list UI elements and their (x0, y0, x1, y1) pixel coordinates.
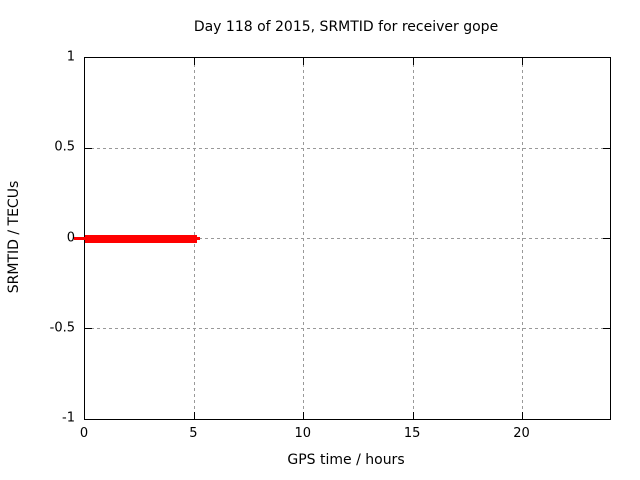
x-tick-label-10: 10 (294, 426, 312, 441)
tick-y-right-0 (603, 238, 610, 239)
plot-area (74, 57, 611, 420)
chart-title: Day 118 of 2015, SRMTID for receiver gop… (193, 19, 499, 35)
y-tick-label-1: 1 (66, 49, 75, 65)
tick-x-top-20 (522, 58, 523, 65)
tick-x-bottom-5 (193, 412, 195, 419)
tick-x-bottom-20 (522, 412, 523, 419)
x-axis-label: GPS time / hours (287, 452, 405, 468)
tick-x-top-10 (303, 58, 305, 65)
series-line-cap-right-SRMTID (196, 237, 200, 240)
y-tick-label-0.5: 0.5 (54, 139, 75, 155)
tick-y-left-0.5 (85, 147, 92, 149)
tick-x-top-5 (193, 58, 195, 65)
gridline-y-0 (85, 238, 610, 239)
series-line-cap-left-SRMTID (74, 237, 85, 240)
y-tick-label--0.5: -0.5 (49, 320, 75, 336)
tick-y-right-0.5 (603, 147, 610, 149)
tick-y-right--0.5 (603, 328, 610, 330)
x-tick-label-5: 5 (189, 426, 198, 441)
tick-x-bottom-10 (303, 412, 305, 419)
gridline-y--0.5 (85, 328, 610, 330)
y-tick-label--1: -1 (62, 410, 75, 426)
tick-x-bottom-15 (412, 412, 414, 419)
tick-y-left--0.5 (85, 328, 92, 330)
gridline-y-0.5 (85, 147, 610, 149)
series-line-SRMTID (85, 234, 197, 243)
x-tick-label-20: 20 (513, 426, 530, 441)
x-tick-label-0: 0 (79, 426, 89, 441)
y-tick-label-0: 0 (66, 230, 75, 245)
x-tick-label-15: 15 (403, 426, 421, 441)
tick-x-top-15 (412, 58, 414, 65)
